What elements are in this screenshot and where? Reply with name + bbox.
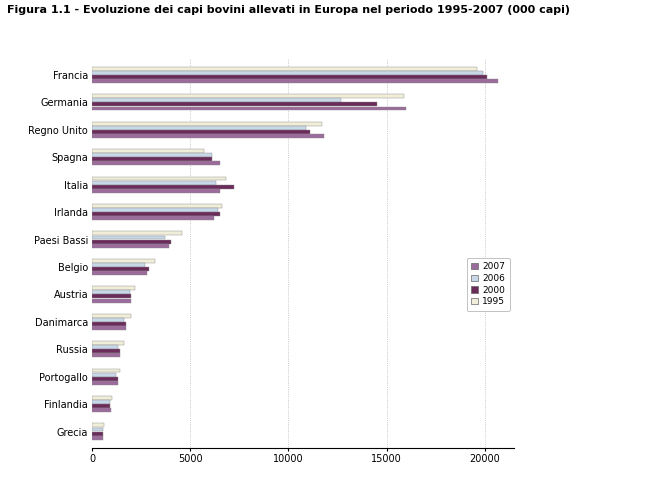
Bar [92, 299, 132, 302]
Bar [92, 161, 219, 166]
Bar [92, 208, 218, 212]
Bar [92, 189, 219, 193]
Bar [92, 216, 214, 220]
Bar [92, 314, 132, 318]
Bar [92, 98, 341, 102]
Bar [92, 400, 109, 404]
Bar [92, 153, 212, 157]
Bar [92, 369, 120, 373]
Bar [92, 404, 110, 408]
Bar [92, 231, 183, 235]
Bar [92, 349, 120, 353]
Bar [92, 185, 233, 188]
Bar [92, 431, 103, 435]
Text: Figura 1.1 - Evoluzione dei capi bovini allevati in Europa nel periodo 1995-2007: Figura 1.1 - Evoluzione dei capi bovini … [7, 5, 569, 15]
Bar [92, 318, 124, 322]
Bar [92, 259, 155, 263]
Bar [92, 286, 135, 290]
Legend: 2007, 2006, 2000, 1995: 2007, 2006, 2000, 1995 [467, 258, 509, 311]
Bar [92, 236, 165, 240]
Bar [92, 107, 406, 111]
Bar [92, 322, 126, 326]
Bar [92, 354, 120, 357]
Bar [92, 181, 216, 185]
Bar [92, 345, 118, 349]
Bar [92, 409, 111, 412]
Bar [92, 373, 116, 376]
Bar [92, 102, 377, 106]
Bar [92, 267, 149, 271]
Bar [92, 240, 171, 244]
Bar [92, 75, 486, 79]
Bar [92, 381, 118, 385]
Bar [92, 176, 225, 180]
Bar [92, 94, 404, 98]
Bar [92, 126, 306, 130]
Bar [92, 290, 130, 294]
Bar [92, 71, 482, 75]
Bar [92, 396, 112, 400]
Bar [92, 436, 103, 440]
Bar [92, 326, 126, 330]
Bar [92, 122, 322, 126]
Bar [92, 134, 324, 138]
Bar [92, 157, 212, 161]
Bar [92, 204, 221, 208]
Bar [92, 263, 145, 267]
Bar [92, 377, 118, 381]
Bar [92, 341, 124, 345]
Bar [92, 149, 204, 153]
Bar [92, 424, 103, 428]
Bar [92, 271, 147, 275]
Bar [92, 428, 103, 431]
Bar [92, 212, 219, 216]
Bar [92, 244, 169, 248]
Bar [92, 67, 476, 71]
Bar [92, 79, 498, 83]
Bar [92, 130, 310, 134]
Bar [92, 295, 132, 299]
